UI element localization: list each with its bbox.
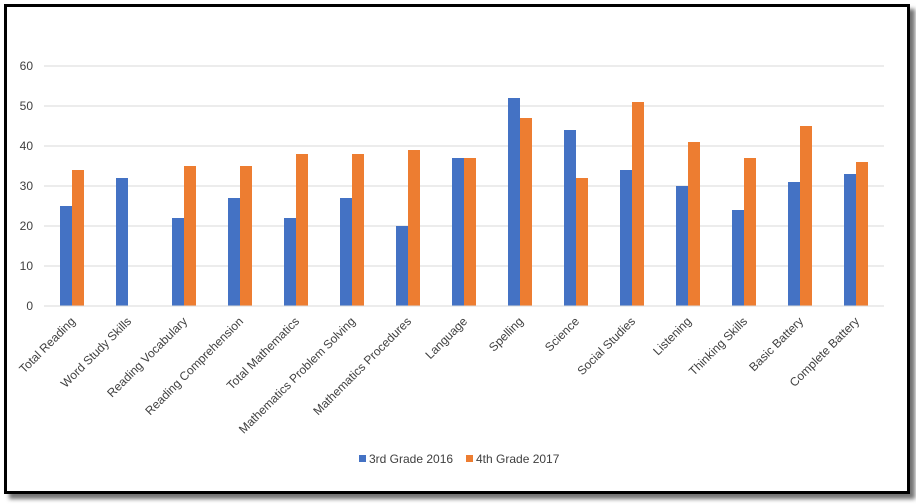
bar-3rd-grade-2016-3 xyxy=(228,198,240,306)
legend-label-3rd-grade-2016: 3rd Grade 2016 xyxy=(369,452,453,466)
bars xyxy=(60,98,868,306)
bar-4th-grade-2017-2 xyxy=(184,166,196,306)
bar-4th-grade-2017-7 xyxy=(464,158,476,306)
legend-swatch-4th-grade-2017 xyxy=(466,455,473,462)
y-axis-ticks: 0 10 20 30 40 50 60 xyxy=(20,59,34,313)
y-tick-label: 10 xyxy=(20,259,34,273)
x-category-label: Spelling xyxy=(486,314,526,354)
bar-4th-grade-2017-5 xyxy=(352,154,364,306)
bar-4th-grade-2017-11 xyxy=(688,142,700,306)
bar-3rd-grade-2016-11 xyxy=(676,186,688,306)
y-tick-label: 20 xyxy=(20,219,34,233)
bar-3rd-grade-2016-10 xyxy=(620,170,632,306)
x-category-label: Language xyxy=(422,314,470,362)
bar-3rd-grade-2016-14 xyxy=(844,174,856,306)
y-tick-label: 50 xyxy=(20,99,34,113)
bar-3rd-grade-2016-8 xyxy=(508,98,520,306)
bar-3rd-grade-2016-0 xyxy=(60,206,72,306)
bar-4th-grade-2017-0 xyxy=(72,170,84,306)
bar-4th-grade-2017-13 xyxy=(800,126,812,306)
bar-4th-grade-2017-6 xyxy=(408,150,420,306)
y-tick-label: 60 xyxy=(20,59,34,73)
bar-4th-grade-2017-4 xyxy=(296,154,308,306)
legend-swatch-3rd-grade-2016 xyxy=(359,455,366,462)
bar-3rd-grade-2016-9 xyxy=(564,130,576,306)
y-tick-label: 0 xyxy=(26,299,33,313)
bar-4th-grade-2017-3 xyxy=(240,166,252,306)
bar-3rd-grade-2016-4 xyxy=(284,218,296,306)
x-category-label: Social Studies xyxy=(574,314,638,378)
legend-label-4th-grade-2017: 4th Grade 2017 xyxy=(476,452,560,466)
bar-4th-grade-2017-14 xyxy=(856,162,868,306)
legend: 3rd Grade 2016 4th Grade 2017 xyxy=(359,452,560,466)
bar-3rd-grade-2016-1 xyxy=(116,178,128,306)
bar-4th-grade-2017-8 xyxy=(520,118,532,306)
bar-3rd-grade-2016-7 xyxy=(452,158,464,306)
x-category-label: Listening xyxy=(650,314,694,358)
x-category-label: Mathematics Problem Solving xyxy=(236,314,358,436)
x-category-label: Mathematics Procedures xyxy=(310,314,414,418)
bar-3rd-grade-2016-13 xyxy=(788,182,800,306)
x-category-label: Total Reading xyxy=(16,314,78,376)
bar-3rd-grade-2016-2 xyxy=(172,218,184,306)
x-category-label: Science xyxy=(542,314,582,354)
bar-3rd-grade-2016-6 xyxy=(396,226,408,306)
y-tick-label: 30 xyxy=(20,179,34,193)
bar-4th-grade-2017-10 xyxy=(632,102,644,306)
bar-4th-grade-2017-9 xyxy=(576,178,588,306)
bar-4th-grade-2017-12 xyxy=(744,158,756,306)
x-category-label: Basic Battery xyxy=(746,314,806,374)
bar-3rd-grade-2016-12 xyxy=(732,210,744,306)
bar-3rd-grade-2016-5 xyxy=(340,198,352,306)
x-category-label: Thinking Skills xyxy=(686,314,750,378)
y-tick-label: 40 xyxy=(20,139,34,153)
x-category-label: Reading Comprehension xyxy=(142,314,246,418)
